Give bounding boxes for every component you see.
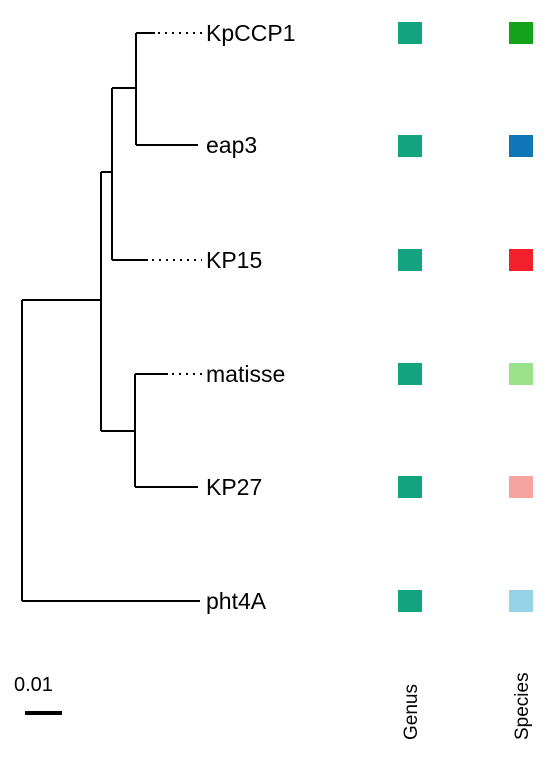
genus-square-eap3	[398, 135, 422, 157]
leaf-label-pht4a: pht4A	[206, 588, 267, 614]
leaf-label-kp15: KP15	[206, 247, 262, 273]
tree-branches	[21, 32, 200, 602]
species-square-eap3	[509, 135, 533, 157]
column-label-species: Species	[512, 672, 533, 740]
scale-bar: 0.01	[14, 674, 62, 715]
genus-square-kp27	[398, 476, 422, 498]
genus-square-matisse	[398, 363, 422, 385]
leaf-label-kpccp1: KpCCP1	[206, 20, 295, 46]
leaf-label-matisse: matisse	[206, 361, 285, 387]
genus-square-kp15	[398, 249, 422, 271]
scale-bar-label: 0.01	[14, 674, 53, 696]
genus-square-pht4a	[398, 590, 422, 612]
genus-column	[398, 22, 422, 612]
species-column	[509, 22, 533, 612]
leaf-label-eap3: eap3	[206, 132, 257, 158]
species-square-matisse	[509, 363, 533, 385]
column-label-genus: Genus	[401, 684, 422, 740]
dotted-leaders	[152, 32, 202, 375]
species-square-kp15	[509, 249, 533, 271]
species-square-pht4a	[509, 590, 533, 612]
leaf-label-kp27: KP27	[206, 474, 262, 500]
species-square-kp27	[509, 476, 533, 498]
leaf-labels: KpCCP1 eap3 KP15 matisse KP27 pht4A	[206, 20, 295, 614]
species-square-kpccp1	[509, 22, 533, 44]
genus-square-kpccp1	[398, 22, 422, 44]
